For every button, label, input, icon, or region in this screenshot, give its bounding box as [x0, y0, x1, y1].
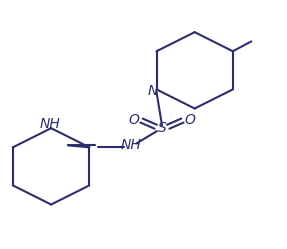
- Text: NH: NH: [120, 138, 141, 152]
- Text: O: O: [184, 113, 195, 126]
- Text: O: O: [129, 113, 139, 126]
- Text: N: N: [148, 84, 158, 98]
- Text: NH: NH: [39, 118, 60, 131]
- Text: S: S: [158, 121, 166, 135]
